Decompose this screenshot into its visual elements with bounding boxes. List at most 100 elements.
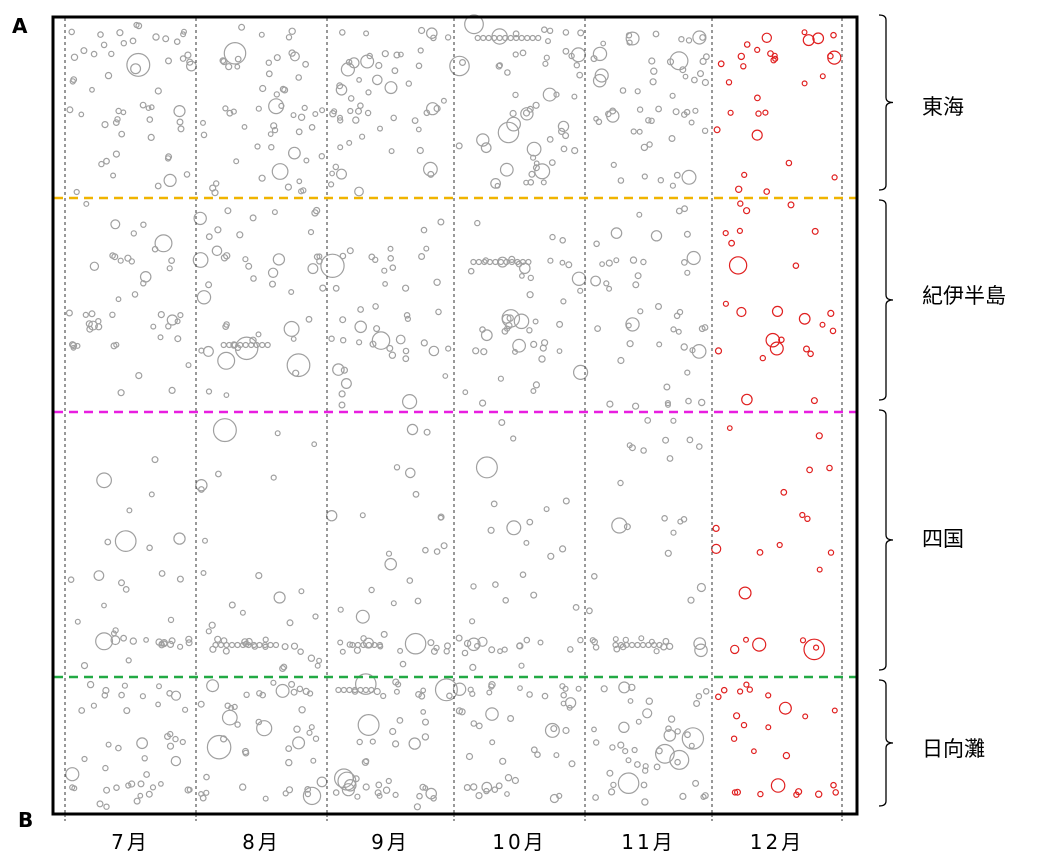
event-point [798, 312, 811, 325]
event-point [428, 345, 440, 357]
event-point [530, 746, 538, 754]
event-point [110, 342, 118, 350]
event-point [627, 698, 634, 704]
event-point [146, 544, 153, 552]
event-point [830, 31, 837, 39]
event-point [434, 678, 458, 702]
event-point [470, 583, 477, 590]
event-point [534, 751, 541, 759]
event-point [617, 177, 625, 184]
event-point [606, 400, 614, 408]
event-point [640, 447, 647, 454]
event-point [550, 725, 558, 733]
event-point [354, 186, 364, 197]
event-point [406, 577, 414, 584]
event-point [793, 791, 800, 798]
event-point [285, 745, 293, 752]
event-point [799, 511, 806, 519]
event-point [590, 572, 598, 580]
event-point [140, 221, 147, 228]
event-point [117, 579, 125, 587]
event-point [105, 741, 112, 748]
event-point [101, 602, 107, 609]
event-point [622, 636, 630, 644]
event-point [613, 257, 620, 264]
event-point [385, 777, 392, 785]
event-point [691, 76, 698, 84]
event-point [139, 693, 146, 700]
event-point [544, 38, 551, 45]
event-point [549, 233, 556, 241]
event-point [372, 256, 379, 263]
event-point [532, 381, 541, 389]
event-point [259, 691, 267, 699]
event-point [170, 690, 182, 701]
event-point [553, 91, 560, 98]
event-point [547, 257, 554, 264]
event-point [527, 274, 535, 282]
event-point [368, 586, 375, 594]
event-point [504, 69, 511, 76]
event-point [176, 118, 184, 126]
event-point [829, 327, 837, 335]
month-gridlines [64, 18, 843, 813]
event-point [288, 146, 301, 160]
event-point [136, 737, 149, 750]
event-point [398, 51, 404, 58]
event-point [102, 686, 110, 695]
event-point [115, 107, 122, 115]
event-point [593, 739, 600, 746]
event-point [255, 571, 263, 580]
event-point [433, 104, 441, 113]
event-point [103, 803, 110, 810]
event-point [767, 50, 774, 57]
event-point [396, 717, 404, 724]
event-point [634, 272, 642, 280]
event-point [347, 107, 354, 115]
event-point [802, 345, 810, 353]
event-point [81, 755, 88, 763]
event-point [123, 707, 131, 715]
plot-frame [51, 15, 859, 816]
event-point [560, 298, 567, 305]
month-tick-label: 10月 [492, 830, 547, 854]
event-point [347, 95, 355, 102]
event-point [166, 265, 173, 272]
event-point [636, 106, 644, 113]
event-point [304, 790, 312, 798]
event-point [664, 549, 672, 557]
event-point [223, 641, 230, 649]
region-label: 日向灘 [922, 737, 985, 761]
event-point [206, 734, 232, 760]
event-point [332, 163, 340, 171]
event-point [736, 227, 744, 234]
event-point [592, 46, 608, 62]
event-point [435, 308, 442, 316]
event-point [698, 398, 706, 407]
event-point [177, 312, 184, 319]
event-point [589, 637, 596, 644]
event-point [539, 344, 547, 352]
event-point [312, 613, 319, 620]
event-point [572, 604, 580, 611]
event-point [308, 124, 316, 131]
event-point [116, 29, 124, 37]
event-point [666, 642, 674, 651]
event-point [433, 644, 440, 652]
event-point [518, 662, 525, 669]
event-point [547, 552, 555, 560]
event-point [592, 73, 607, 88]
event-point [281, 86, 289, 94]
event-point [149, 784, 157, 791]
event-point [538, 355, 546, 363]
event-point [220, 735, 228, 743]
event-point [98, 160, 105, 168]
event-point [354, 793, 361, 800]
event-point [165, 57, 173, 65]
event-point [645, 641, 652, 649]
event-point [112, 119, 120, 126]
event-point [475, 791, 483, 800]
event-point [489, 739, 496, 746]
event-point [373, 687, 381, 696]
event-point [516, 642, 523, 650]
